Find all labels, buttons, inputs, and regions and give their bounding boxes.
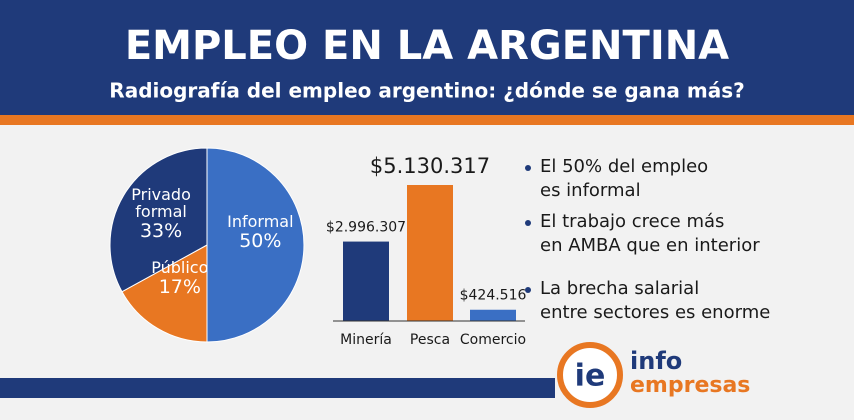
pie-label: Informal 50% [215, 213, 305, 251]
logo-ring [557, 342, 623, 408]
pie-value-label: 33% [139, 220, 183, 243]
pie-label: Privado formal 33% [116, 184, 206, 243]
title: EMPLEO EN LA ARGENTINA [125, 23, 729, 69]
logo-text: info [630, 347, 682, 375]
pie-category: Informal [227, 212, 294, 231]
x-tick-label: Comercio [460, 332, 526, 348]
pie-slice [121, 244, 208, 343]
bullet-text: es informal [540, 180, 641, 201]
x-tick-label: Minería [340, 332, 392, 348]
footer-band [0, 378, 555, 398]
pie-value-label: 17% [158, 275, 201, 298]
subtitle: Radiografía del empleo argentino: ¿dónde… [109, 79, 744, 103]
bullet-text: El 50% del empleo [540, 156, 709, 177]
bullet-dot [525, 220, 531, 226]
bullet-text: en AMBA que en interior [540, 235, 760, 256]
pie-category: Privado formal [131, 184, 191, 222]
bar [407, 185, 453, 321]
bullet-dot [525, 165, 531, 171]
bar-value-label: $2.996.307 [326, 220, 406, 236]
pie-category: Público [151, 257, 209, 277]
logo-mark: ie [575, 359, 606, 394]
pie-label: Público 17% [135, 259, 225, 297]
header-band [0, 0, 854, 115]
bar-value-label: $424.516 [460, 288, 527, 304]
bar-value-label: $5.130.317 [370, 154, 490, 178]
bullet-dot [525, 287, 531, 293]
header-stripe [0, 115, 854, 125]
pie-slice [206, 147, 305, 343]
x-tick-label: Pesca [410, 332, 450, 348]
bar [343, 241, 389, 321]
pie-slice [109, 147, 208, 293]
bar [470, 309, 516, 321]
logo-text: empresas [630, 373, 750, 398]
bullet-text: El trabajo crece más [540, 211, 725, 232]
pie-value-label: 50% [239, 229, 282, 252]
bullet-text: entre sectores es enorme [540, 302, 771, 323]
bullet-text: La brecha salarial [540, 278, 700, 299]
